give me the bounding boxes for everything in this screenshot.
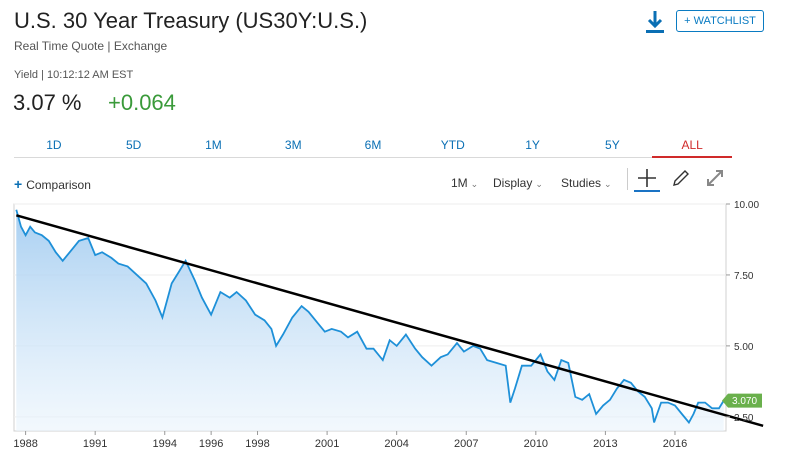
interval-label: 1M	[451, 176, 468, 190]
x-tick-label: 2013	[593, 438, 617, 450]
yield-timestamp: Yield | 10:12:12 AM EST	[14, 69, 134, 81]
tab-5d[interactable]: 5D	[93, 136, 174, 158]
yield-chart: 10.00 7.50 5.00 2.50 1988 1991 1994 1996 1998 20…	[13, 200, 764, 450]
x-tick-label: 2007	[454, 438, 478, 450]
page-title: U.S. 30 Year Treasury (US30Y:U.S.)	[14, 8, 368, 33]
watchlist-button[interactable]: + WATCHLIST	[676, 10, 764, 32]
y-tick-label: 2.50	[734, 413, 754, 424]
x-tick-label: 2016	[663, 438, 687, 450]
tab-6m[interactable]: 6M	[333, 136, 413, 158]
x-tick-label: 2004	[384, 438, 408, 450]
studies-label: Studies	[561, 176, 602, 190]
display-dropdown[interactable]: Display ⌄	[493, 176, 543, 190]
series-line	[15, 209, 725, 425]
comparison-button[interactable]: + Comparison	[14, 176, 91, 192]
crosshair-icon[interactable]	[634, 166, 660, 192]
y-tick-label: 10.00	[734, 200, 759, 211]
interval-dropdown[interactable]: 1M ⌄	[451, 176, 478, 190]
x-tick-label: 1988	[13, 438, 37, 450]
yield-change: +0.064	[108, 90, 176, 115]
x-tick-label: 1991	[83, 438, 107, 450]
tab-ytd[interactable]: YTD	[412, 136, 493, 158]
x-tick-label: 1996	[199, 438, 223, 450]
download-icon[interactable]	[644, 10, 666, 36]
x-tick-label: 2010	[524, 438, 548, 450]
chevron-down-icon: ⌄	[604, 179, 612, 189]
pencil-icon[interactable]	[670, 168, 692, 188]
toolbar-divider	[627, 168, 628, 190]
tab-5y[interactable]: 5Y	[572, 136, 653, 158]
range-tabs: 1D 5D 1M 3M 6M YTD 1Y 5Y ALL	[14, 136, 733, 158]
tab-all[interactable]: ALL	[652, 136, 733, 158]
y-tick-label: 5.00	[734, 342, 754, 353]
tab-1d[interactable]: 1D	[14, 136, 94, 158]
tab-3m[interactable]: 3M	[253, 136, 334, 158]
comparison-label: Comparison	[26, 178, 91, 192]
current-value-badge-shape	[722, 393, 762, 408]
tab-1m[interactable]: 1M	[173, 136, 254, 158]
current-value-label: 3.070	[732, 396, 757, 407]
chevron-down-icon: ⌄	[470, 179, 479, 189]
expand-icon[interactable]	[704, 167, 726, 189]
display-label: Display	[493, 176, 533, 190]
plus-icon: +	[14, 176, 23, 192]
chevron-down-icon: ⌄	[535, 179, 543, 189]
series-area	[16, 209, 724, 431]
trendline	[15, 214, 764, 428]
y-tick-label: 7.50	[734, 271, 754, 282]
tab-1y[interactable]: 1Y	[492, 136, 573, 158]
current-yield: 3.07 %	[13, 90, 82, 115]
x-tick-label: 1994	[153, 438, 177, 450]
x-tick-label: 1998	[245, 438, 269, 450]
current-value-badge: 3.070	[722, 393, 762, 408]
quote-source: Real Time Quote | Exchange	[14, 39, 168, 53]
x-tick-label: 2001	[315, 438, 339, 450]
studies-dropdown[interactable]: Studies ⌄	[561, 176, 612, 190]
